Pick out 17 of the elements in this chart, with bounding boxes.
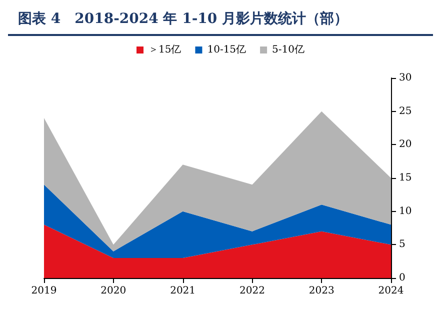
x-tick-label: 2023 <box>308 286 334 296</box>
y-tick-label: 5 <box>399 239 406 250</box>
x-tick-label: 2021 <box>170 286 196 296</box>
legend-label: ＞15亿 <box>148 44 182 56</box>
x-tick-label: 2020 <box>100 286 126 296</box>
x-tick-label: 2022 <box>239 286 265 296</box>
legend-label: 5-10亿 <box>272 44 305 56</box>
x-tick-label: 2024 <box>378 286 404 296</box>
y-tick-label: 30 <box>399 72 412 84</box>
y-tick-label: 15 <box>399 172 412 184</box>
y-tick-label: 10 <box>399 206 412 217</box>
legend-label: 10-15亿 <box>207 44 246 56</box>
y-tick-label: 20 <box>399 139 412 150</box>
y-tick-label: 25 <box>399 106 412 117</box>
y-tick-label: 0 <box>399 272 406 284</box>
chart-title: 图表 4 2018-2024 年 1-10 月影片数统计（部） <box>8 8 433 36</box>
x-tick-label: 2019 <box>31 286 57 296</box>
